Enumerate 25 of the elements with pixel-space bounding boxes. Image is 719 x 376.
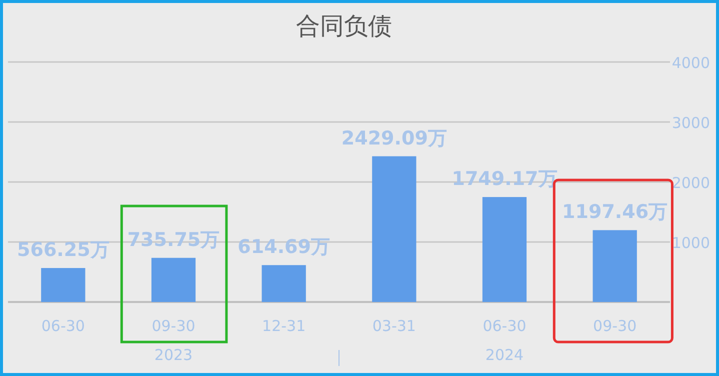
data-label: 2429.09万 bbox=[341, 127, 447, 150]
y-tick-label: 2000 bbox=[672, 174, 710, 192]
data-label: 566.25万 bbox=[17, 239, 110, 262]
bar bbox=[262, 265, 306, 302]
chart-title: 合同负债 bbox=[296, 12, 392, 40]
bar bbox=[592, 230, 637, 302]
data-label: 614.69万 bbox=[238, 236, 330, 258]
data-label: 1197.46万 bbox=[562, 201, 668, 224]
bar bbox=[372, 156, 416, 302]
y-tick-label: 1000 bbox=[672, 234, 710, 252]
data-label: 1749.17万 bbox=[452, 168, 558, 190]
x-tick-label: 06-30 bbox=[41, 317, 85, 335]
text: 2024 bbox=[485, 346, 524, 364]
x-tick-label: 09-30 bbox=[593, 317, 637, 335]
x-tick-label: 03-31 bbox=[372, 317, 416, 335]
y-tick-label: 3000 bbox=[672, 114, 710, 132]
x-tick-label: 09-30 bbox=[152, 317, 196, 335]
y-tick-label: 4000 bbox=[672, 54, 710, 72]
bar bbox=[151, 258, 196, 302]
bar bbox=[482, 197, 527, 302]
text: 2023 bbox=[154, 346, 193, 364]
x-tick-label: 12-31 bbox=[262, 317, 306, 335]
x-tick-label: 06-30 bbox=[482, 317, 526, 335]
bar bbox=[41, 268, 86, 302]
data-label: 735.75万 bbox=[127, 228, 220, 251]
